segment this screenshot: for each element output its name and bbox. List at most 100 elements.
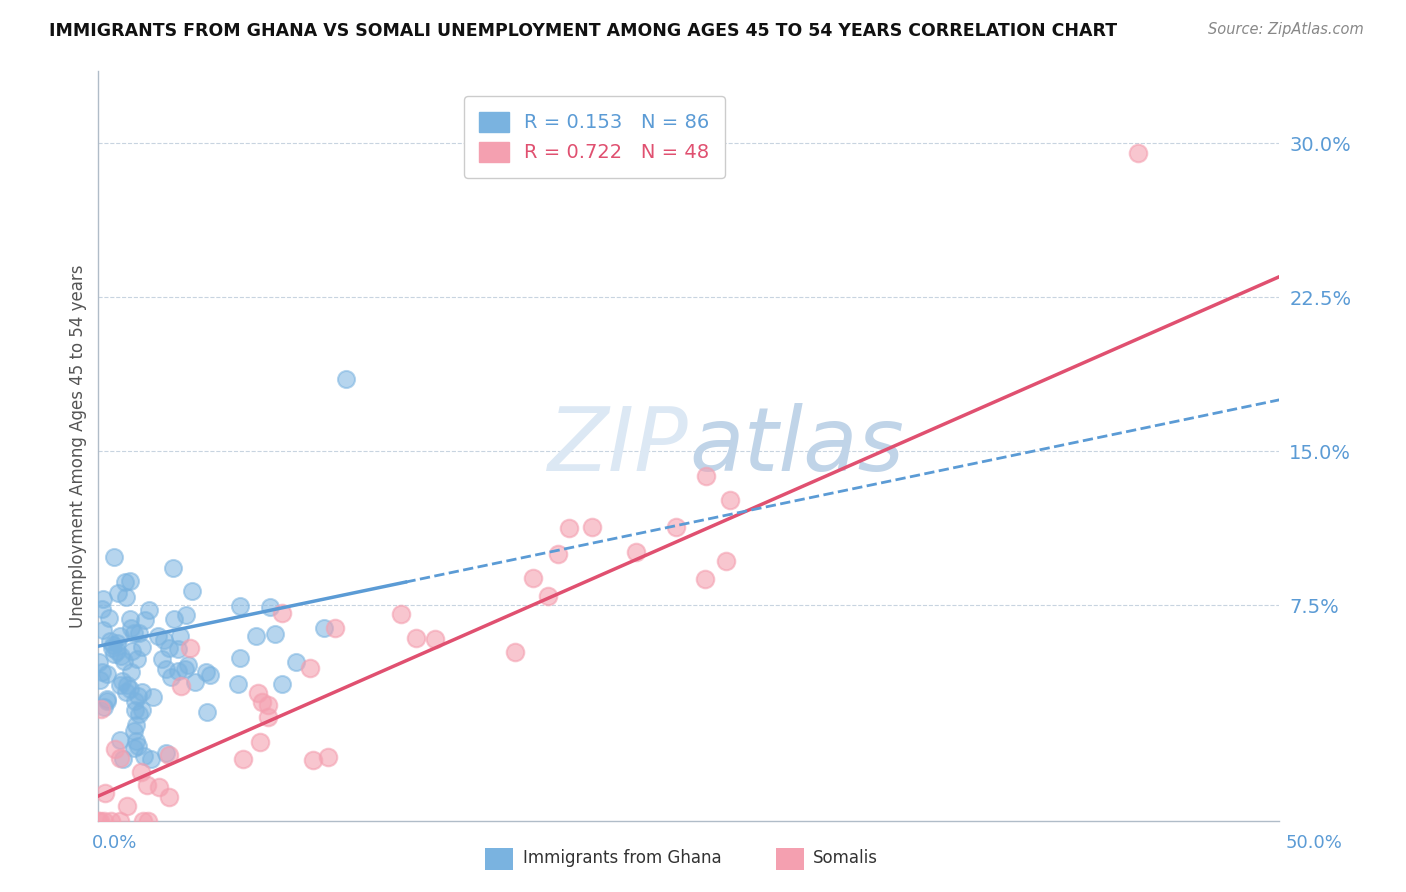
Point (112, 654, 135, 668)
Point (107, 586, 129, 600)
Point (229, 599, 252, 613)
Point (132, 814, 155, 828)
Point (103, 549, 125, 564)
Point (264, 626, 287, 640)
Point (157, 640, 180, 655)
Point (714, 554, 737, 568)
Point (107, 636, 129, 650)
Point (110, 648, 132, 663)
Point (148, 780, 170, 794)
Point (128, 625, 150, 640)
Point (131, 764, 153, 779)
Point (167, 664, 190, 678)
Point (522, 571, 544, 585)
Point (98, 611, 121, 625)
Point (194, 665, 217, 680)
Point (124, 703, 146, 717)
Point (93, 700, 115, 714)
Point (226, 677, 249, 691)
Point (124, 694, 146, 708)
Text: 50.0%: 50.0% (1286, 834, 1343, 852)
Point (127, 689, 149, 703)
Point (114, 574, 136, 589)
Point (325, 621, 347, 635)
Text: Somalis: Somalis (813, 849, 877, 867)
Point (335, 372, 357, 386)
Point (96, 694, 118, 708)
Point (318, 750, 340, 764)
Point (110, 678, 132, 692)
Point (91, 623, 114, 637)
Point (624, 544, 647, 558)
Point (135, 778, 157, 792)
Point (108, 629, 131, 643)
Point (110, 673, 132, 688)
Point (249, 735, 271, 749)
Point (122, 626, 145, 640)
Point (503, 645, 526, 659)
Point (558, 520, 581, 534)
Point (169, 680, 191, 694)
Point (181, 583, 204, 598)
Point (312, 621, 335, 635)
Point (198, 668, 221, 682)
Point (146, 629, 169, 643)
Point (96, 692, 118, 706)
Point (547, 547, 569, 561)
Point (285, 655, 308, 669)
Point (89, 814, 111, 828)
Point (257, 710, 280, 724)
Point (537, 589, 560, 603)
Point (245, 629, 267, 643)
Point (581, 520, 603, 534)
Point (162, 560, 184, 574)
Point (134, 613, 156, 627)
Point (425, 632, 447, 646)
Point (695, 572, 717, 586)
Point (91, 602, 114, 616)
Point (90, 665, 112, 679)
Point (405, 631, 427, 645)
Point (120, 665, 142, 680)
Point (120, 574, 142, 588)
Point (246, 686, 269, 700)
Point (105, 644, 128, 658)
Point (108, 751, 131, 765)
Point (115, 678, 138, 692)
Point (159, 789, 181, 804)
Point (115, 590, 138, 604)
Point (229, 650, 252, 665)
Legend: R = 0.153   N = 86, R = 0.722   N = 48: R = 0.153 N = 86, R = 0.722 N = 48 (464, 96, 725, 178)
Point (142, 690, 165, 705)
Point (270, 607, 292, 621)
Point (157, 747, 180, 762)
Point (131, 703, 153, 717)
Point (152, 632, 174, 647)
Text: 0.0%: 0.0% (91, 834, 136, 852)
Point (115, 798, 138, 813)
Point (132, 749, 155, 764)
Point (720, 493, 742, 508)
Point (125, 652, 148, 666)
Point (120, 612, 142, 626)
Point (98, 634, 121, 648)
Point (179, 640, 201, 655)
Text: atlas: atlas (689, 403, 904, 489)
Point (93, 786, 115, 800)
Point (124, 734, 146, 748)
Point (160, 669, 183, 683)
Point (114, 685, 136, 699)
Point (87, 814, 110, 828)
Point (127, 739, 149, 753)
Point (173, 662, 195, 676)
Point (665, 519, 688, 533)
Text: IMMIGRANTS FROM GHANA VS SOMALI UNEMPLOYMENT AMONG AGES 45 TO 54 YEARS CORRELATI: IMMIGRANTS FROM GHANA VS SOMALI UNEMPLOY… (49, 22, 1118, 40)
Point (120, 621, 142, 635)
Point (155, 747, 177, 761)
Point (118, 681, 141, 696)
Point (104, 742, 127, 756)
Y-axis label: Unemployment Among Ages 45 to 54 years: Unemployment Among Ages 45 to 54 years (69, 264, 87, 628)
Point (259, 599, 281, 614)
Point (176, 608, 198, 623)
Point (141, 752, 163, 766)
